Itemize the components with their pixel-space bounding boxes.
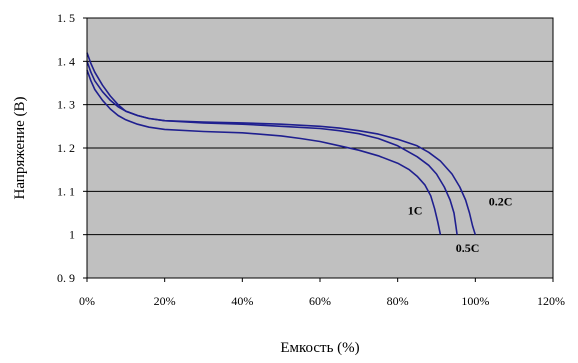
curve-labels: 0.2C 0.5C 1C <box>408 195 513 255</box>
x-tick-label: 60% <box>309 294 331 308</box>
series-line-0-2c <box>86 52 477 235</box>
series-lines <box>86 52 477 235</box>
y-axis-title: Напряжение (В) <box>12 96 28 199</box>
y-tick-label: 1. 3 <box>57 98 75 112</box>
x-tick-label: 80% <box>387 294 409 308</box>
x-tick-label: 100% <box>461 294 489 308</box>
y-tick-label: 1. 2 <box>57 141 75 155</box>
curve-label-0-2c: 0.2C <box>489 195 513 209</box>
series-line-1c <box>86 69 442 235</box>
y-tick-label: 1. 5 <box>57 11 75 25</box>
y-tick-label: 0. 9 <box>57 271 75 285</box>
x-tick-label: 120% <box>537 294 565 308</box>
x-tick-label: 40% <box>231 294 253 308</box>
series-line-0-5c <box>86 61 458 235</box>
x-tick-label: 0% <box>79 294 95 308</box>
y-axis-ticks: 0. 9 1 1. 1 1. 2 1. 3 1. 4 1. 5 <box>57 11 87 285</box>
x-axis-title: Емкость (%) <box>280 340 359 356</box>
y-tick-label: 1 <box>69 228 75 242</box>
curve-label-1c: 1C <box>408 203 423 217</box>
y-tick-label: 1. 1 <box>57 184 75 198</box>
curve-label-0-5c: 0.5C <box>456 241 480 255</box>
x-axis-ticks: 0% 20% 40% 60% 80% 100% 120% <box>79 278 565 308</box>
y-tick-label: 1. 4 <box>57 54 75 68</box>
x-tick-label: 20% <box>154 294 176 308</box>
